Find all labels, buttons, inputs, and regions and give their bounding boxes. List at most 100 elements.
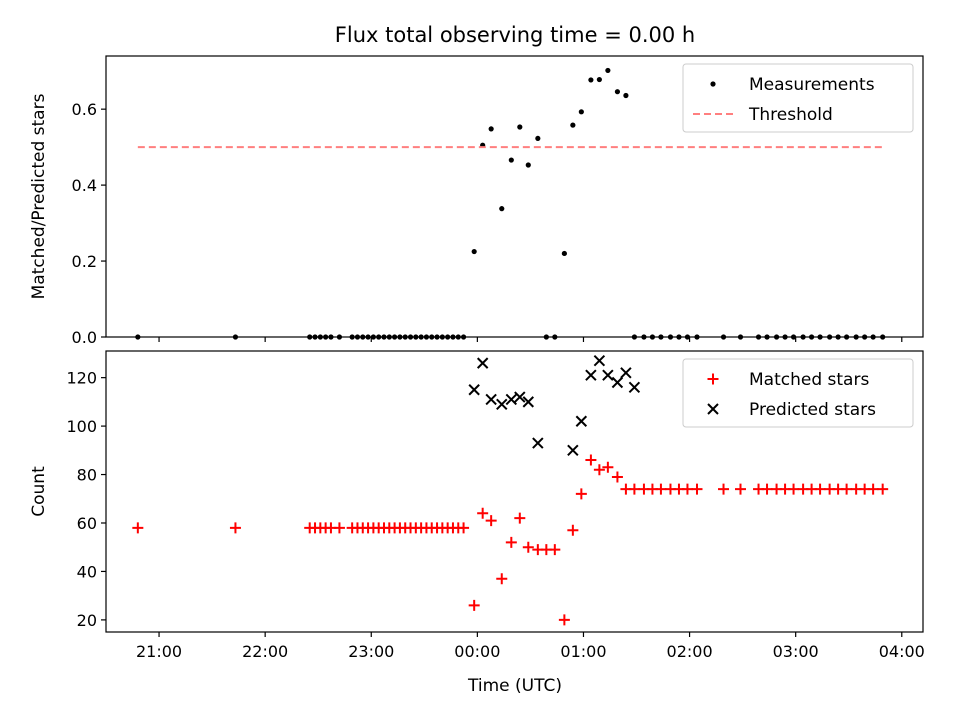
predicted-star-point: [514, 391, 526, 403]
measurement-point: [307, 334, 313, 340]
measurement-point: [323, 334, 329, 340]
matched-star-point: [867, 483, 879, 495]
x-tick-label: 03:00: [773, 642, 819, 661]
x-axis-label: Time (UTC): [467, 676, 562, 696]
measurement-point: [614, 89, 621, 95]
matched-star-point: [877, 483, 889, 495]
x-tick-label: 01:00: [560, 642, 606, 661]
bottom-panel: 21:00 22:00 23:00 00:00 01:00 02:00 03:00 04:00…: [29, 350, 925, 661]
measurement-point: [392, 334, 398, 340]
measurement-point: [641, 334, 647, 340]
measurement-point: [434, 334, 440, 340]
measurement-point: [578, 109, 584, 115]
measurement-point: [658, 334, 664, 340]
matched-star-point: [132, 522, 144, 534]
measurement-point: [445, 334, 451, 340]
measurement-point: [386, 334, 392, 340]
measurement-point: [570, 122, 576, 128]
legend-marker: [707, 373, 719, 385]
measurement-point: [844, 334, 850, 340]
predicted-star-point: [532, 437, 544, 449]
measurement-point: [782, 334, 788, 340]
measurement-point: [561, 250, 567, 257]
matched-star-point: [522, 541, 534, 553]
measurement-point: [862, 334, 868, 340]
legend-label: Matched stars: [749, 370, 869, 390]
y-tick-label: 20: [77, 611, 97, 630]
legend: [682, 63, 914, 133]
measurement-point: [360, 334, 366, 340]
chart-title: Flux total observing time = 0.00 h: [335, 23, 695, 47]
x-tick-label: 00:00: [454, 642, 500, 661]
y-tick-label: 0.6: [72, 100, 97, 119]
measurement-point: [773, 334, 780, 340]
predicted-star-point: [602, 369, 614, 381]
top-panel: 0.0 0.2 0.4 0.6 Matched/Predicted stars Measu…: [29, 55, 924, 347]
legend-label: Measurements: [749, 75, 875, 95]
y-tick-label: 80: [77, 466, 97, 485]
measurement-point: [135, 334, 141, 340]
legend-marker: [710, 81, 716, 87]
predicted-star-point: [567, 444, 579, 457]
matched-star-point: [458, 522, 470, 534]
predicted-star-point: [522, 396, 535, 408]
matched-star-point: [333, 522, 345, 534]
y-tick-label: 0.2: [72, 252, 97, 271]
matched-star-point: [735, 483, 747, 495]
measurement-point: [676, 334, 682, 340]
y-tick-label: 40: [77, 562, 97, 581]
matched-star-point: [229, 522, 241, 534]
predicted-star-point: [496, 398, 508, 411]
measurement-point: [684, 334, 691, 340]
measurement-point: [737, 334, 744, 340]
matched-star-point: [468, 599, 480, 611]
measurement-point: [596, 76, 602, 83]
y-axis-label: Count: [29, 466, 49, 517]
y-tick-label: 60: [77, 514, 97, 533]
matched-star-point: [585, 454, 597, 466]
measurement-point: [853, 334, 859, 340]
measurement-point: [880, 334, 886, 340]
measurement-point: [455, 334, 461, 340]
measurement-point: [720, 334, 727, 340]
matched-star-point: [514, 512, 526, 524]
matched-star-point: [558, 614, 570, 626]
matched-star-point: [477, 507, 489, 519]
matched-star-point: [567, 524, 579, 536]
measurement-point: [623, 92, 629, 99]
predicted-star-point: [593, 354, 606, 367]
measurement-point: [552, 334, 558, 340]
measurement-point: [429, 334, 435, 340]
matched-star-point: [788, 483, 800, 495]
measurement-point: [439, 334, 445, 340]
measurement-point: [764, 334, 770, 340]
measurement-point: [488, 126, 494, 132]
x-tick-label: 04:00: [879, 642, 925, 661]
measurement-point: [397, 334, 403, 340]
measurement-point: [694, 334, 700, 340]
predicted-star-point: [611, 376, 624, 389]
measurement-point: [460, 334, 467, 340]
measurement-point: [790, 334, 797, 340]
measurement-point: [667, 334, 674, 340]
predicted-star-point: [476, 357, 489, 369]
measurement-point: [499, 206, 505, 212]
measurement-point: [450, 334, 456, 340]
measurement-point: [508, 157, 514, 163]
predicted-star-point: [485, 393, 497, 406]
x-tick-label: 21:00: [136, 642, 182, 661]
measurement-point: [631, 334, 637, 340]
measurement-point: [543, 334, 549, 340]
matched-star-point: [691, 483, 703, 495]
matched-star-point: [655, 483, 667, 495]
legend: [682, 358, 914, 428]
matched-star-point: [814, 483, 826, 495]
y-tick-label: 0.4: [72, 176, 97, 195]
legend-marker: [707, 403, 719, 415]
predicted-star-point: [468, 384, 480, 396]
measurement-point: [808, 334, 815, 340]
axes-frame: [105, 55, 924, 338]
matched-star-point: [841, 483, 853, 495]
matched-star-point: [761, 483, 773, 495]
